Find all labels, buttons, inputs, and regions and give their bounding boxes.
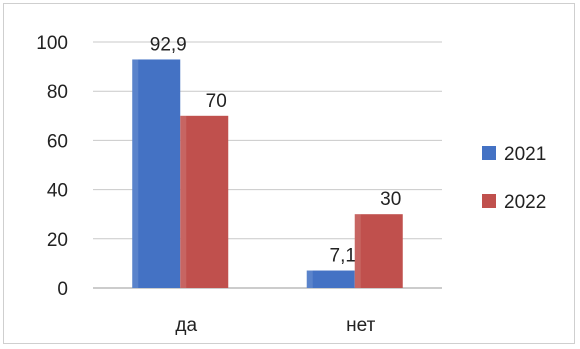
bar-2022-1 xyxy=(354,214,403,288)
y-tick-label: 60 xyxy=(47,131,68,152)
bar-highlight xyxy=(354,214,361,288)
legend-swatch xyxy=(482,194,496,208)
y-tick-label: 40 xyxy=(47,181,68,202)
y-tick-label: 0 xyxy=(57,279,68,300)
data-label: 70 xyxy=(206,91,227,112)
data-label: 30 xyxy=(380,189,401,210)
bar-2022-0 xyxy=(180,115,229,288)
y-tick-label: 100 xyxy=(36,33,68,54)
chart-frame xyxy=(3,3,575,344)
legend-label: 2021 xyxy=(504,144,546,165)
bar-2021-0 xyxy=(132,59,181,288)
data-label: 92,9 xyxy=(150,34,187,55)
bar-highlight xyxy=(180,115,187,288)
y-tick-label: 80 xyxy=(47,82,68,103)
legend-swatch xyxy=(482,146,496,160)
data-label: 7,1 xyxy=(330,246,356,267)
x-category-label: да xyxy=(175,315,197,336)
bar-highlight xyxy=(132,59,139,288)
bar-2021-1 xyxy=(306,270,355,288)
x-category-label: нет xyxy=(346,315,375,336)
bar-highlight xyxy=(306,270,313,288)
legend-label: 2022 xyxy=(504,192,546,213)
y-tick-label: 20 xyxy=(47,230,68,251)
